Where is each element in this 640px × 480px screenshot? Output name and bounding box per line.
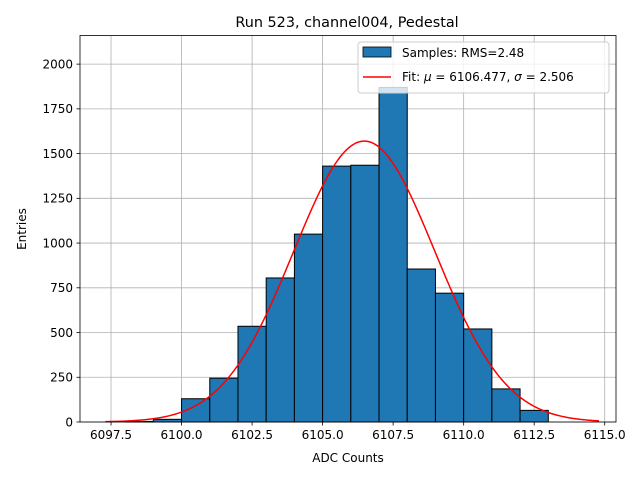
histogram-bar — [491, 388, 521, 423]
histogram-bar — [293, 233, 324, 423]
x-tick-label: 6097.5 — [90, 428, 132, 442]
x-tick-label: 6115.0 — [584, 428, 626, 442]
x-tick-label: 6107.5 — [372, 428, 414, 442]
legend-fit-label: Fit: μ = 6106.477, σ = 2.506 — [402, 70, 574, 84]
y-tick-label: 1500 — [42, 147, 73, 161]
x-tick-label: 6112.5 — [513, 428, 555, 442]
x-tick-label: 6110.0 — [443, 428, 485, 442]
chart-title: Run 523, channel004, Pedestal — [235, 15, 458, 31]
y-tick-label: 250 — [50, 371, 73, 385]
histogram-bar — [152, 418, 183, 423]
legend: Samples: RMS=2.48 Fit: μ = 6106.477, σ =… — [357, 41, 610, 94]
x-tick-label: 6100.0 — [161, 428, 203, 442]
histogram-bar — [350, 164, 380, 423]
histogram-bar — [265, 277, 295, 423]
y-tick-label: 1250 — [42, 192, 73, 206]
fit-curve-group — [105, 140, 600, 423]
y-tick-label: 2000 — [42, 57, 73, 71]
x-axis-ticks: 6097.5 6100.0 6102.5 6105.0 6107.5 6110.0 6112… — [90, 422, 626, 442]
gaussian-fit-curve — [105, 140, 600, 423]
y-tick-label: 1000 — [42, 236, 73, 250]
y-axis-ticks: 0 250 500 750 1000 1250 1500 1750 2000 — [42, 57, 80, 429]
histogram-bar — [519, 409, 549, 423]
legend-samples-label: Samples: RMS=2.48 — [402, 46, 524, 60]
y-axis-label: Entries — [15, 208, 29, 250]
histogram-bar — [434, 292, 465, 423]
plot-frame — [79, 35, 617, 423]
y-tick-label: 750 — [50, 281, 73, 295]
histogram-bar — [322, 165, 352, 423]
y-tick-label: 1750 — [42, 102, 73, 116]
histogram-bar — [406, 268, 436, 423]
histogram-bar — [463, 328, 493, 423]
y-tick-label: 0 — [65, 415, 73, 429]
x-tick-label: 6105.0 — [302, 428, 344, 442]
histogram-bar — [237, 325, 267, 423]
histogram-bar — [378, 86, 408, 423]
histogram-bars — [124, 86, 549, 423]
legend-box — [357, 41, 610, 94]
x-axis-label: ADC Counts — [312, 451, 384, 465]
y-tick-label: 500 — [50, 326, 73, 340]
x-tick-label: 6102.5 — [231, 428, 273, 442]
legend-samples-swatch — [362, 46, 392, 58]
histogram-bar — [209, 377, 239, 423]
